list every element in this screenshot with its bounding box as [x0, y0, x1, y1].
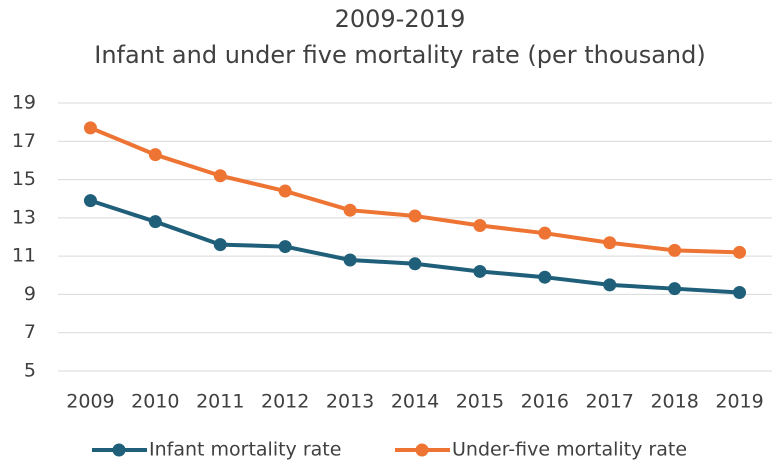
data-point — [668, 282, 682, 296]
chart-subtitle: Infant and under five mortality rate (pe… — [94, 41, 706, 69]
data-point — [603, 278, 617, 292]
data-point — [343, 253, 357, 267]
x-tick-label: 2016 — [521, 391, 569, 413]
data-point — [213, 169, 227, 183]
x-tick-label: 2018 — [650, 391, 698, 413]
data-point — [148, 215, 162, 229]
data-point — [343, 203, 357, 217]
data-point — [733, 286, 747, 300]
data-point — [278, 240, 292, 254]
x-tick-label: 2015 — [456, 391, 504, 413]
x-tick-label: 2011 — [196, 391, 244, 413]
data-point — [213, 238, 227, 252]
y-tick-label: 17 — [12, 130, 36, 152]
x-tick-label: 2019 — [715, 391, 763, 413]
data-point — [733, 245, 747, 259]
data-point — [408, 209, 422, 223]
data-point — [603, 236, 617, 250]
legend-label: Infant mortality rate — [149, 439, 341, 461]
y-tick-label: 11 — [12, 245, 36, 267]
data-point — [148, 148, 162, 162]
data-point — [538, 226, 552, 240]
x-tick-label: 2012 — [261, 391, 309, 413]
y-tick-label: 9 — [24, 283, 36, 305]
y-tick-label: 7 — [24, 321, 36, 343]
chart-title: 2009-2019 — [335, 5, 466, 33]
x-tick-label: 2013 — [326, 391, 374, 413]
x-tick-label: 2017 — [586, 391, 634, 413]
x-tick-label: 2014 — [391, 391, 439, 413]
legend-marker — [112, 443, 126, 457]
data-point — [473, 219, 487, 233]
y-tick-label: 5 — [24, 360, 36, 382]
y-tick-label: 13 — [12, 206, 36, 228]
legend-marker — [415, 443, 429, 457]
legend-label: Under-five mortality rate — [452, 439, 687, 461]
y-tick-label: 19 — [12, 92, 36, 114]
y-tick-label: 15 — [12, 168, 36, 190]
data-point — [278, 184, 292, 198]
data-point — [538, 270, 552, 284]
data-point — [83, 194, 97, 208]
data-point — [408, 257, 422, 271]
data-point — [473, 264, 487, 278]
x-tick-label: 2010 — [131, 391, 179, 413]
x-tick-label: 2009 — [66, 391, 114, 413]
data-point — [83, 121, 97, 135]
data-point — [668, 243, 682, 257]
